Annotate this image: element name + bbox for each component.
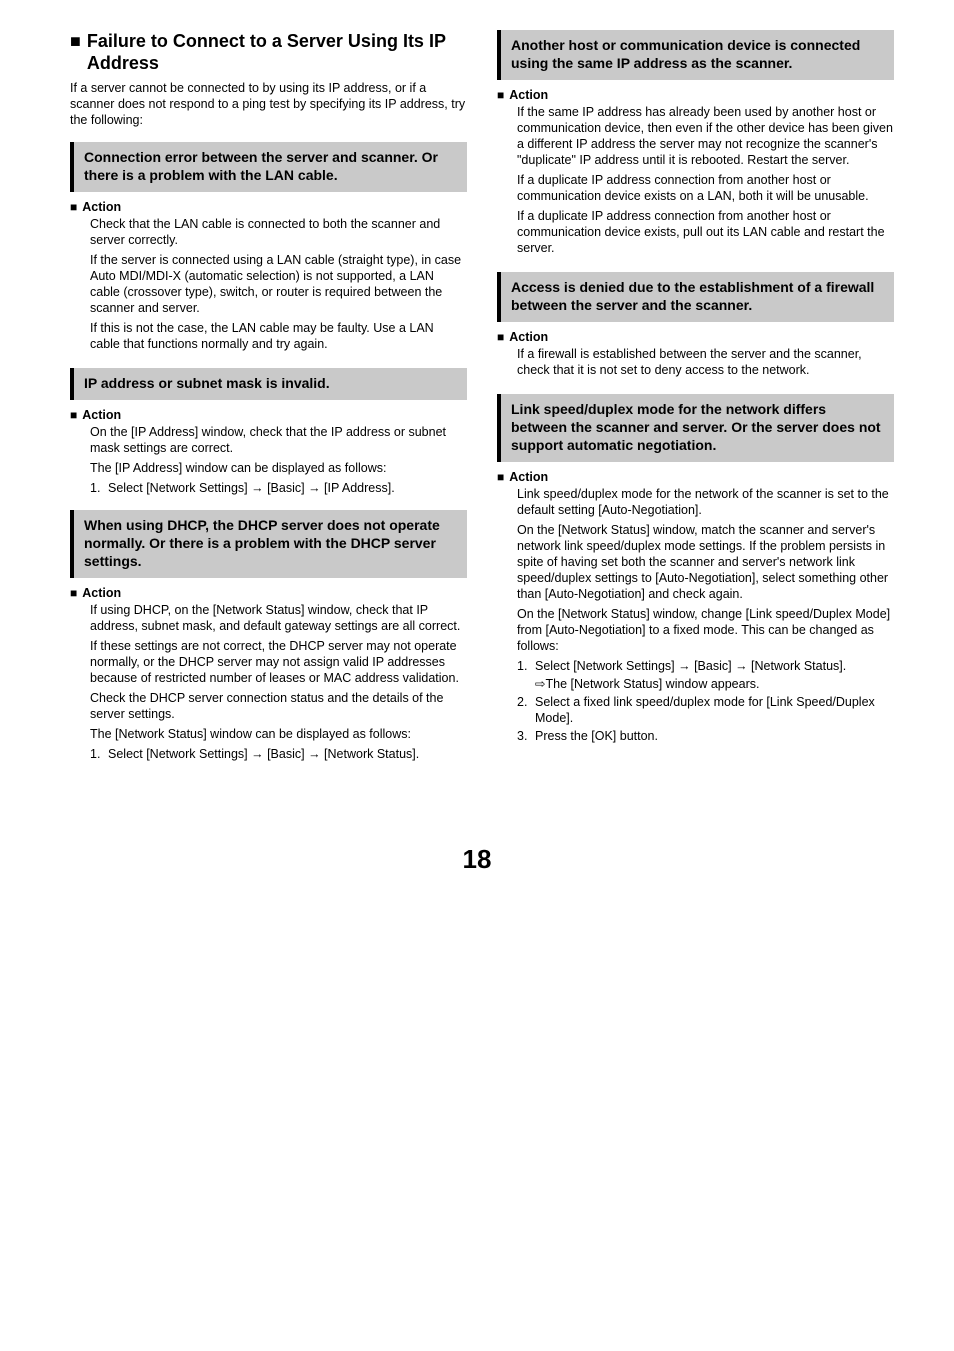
list-item: 1. Select [Network Settings] → [Basic] →… <box>90 746 467 762</box>
section-title: Link speed/duplex mode for the network d… <box>497 394 894 462</box>
paragraph: On the [IP Address] window, check that t… <box>90 424 467 456</box>
list-item: 2. Select a fixed link speed/duplex mode… <box>517 694 894 726</box>
square-bullet-icon: ■ <box>70 586 77 600</box>
action-heading: ■ Action <box>70 586 467 600</box>
action-label: Action <box>82 200 121 214</box>
sub-text: The [Network Status] window appears. <box>545 677 759 691</box>
paragraph: If a duplicate IP address connection fro… <box>517 172 894 204</box>
list-item: 3. Press the [OK] button. <box>517 728 894 744</box>
paragraph: The [IP Address] window can be displayed… <box>90 460 467 476</box>
list-number: 3. <box>517 728 535 744</box>
left-column: ■ Failure to Connect to a Server Using I… <box>70 30 467 764</box>
paragraph: If the server is connected using a LAN c… <box>90 252 467 316</box>
paragraph: Check the DHCP server connection status … <box>90 690 467 722</box>
action-label: Action <box>82 586 121 600</box>
section-title: Another host or communication device is … <box>497 30 894 80</box>
list-number: 1. <box>90 480 108 496</box>
paragraph: If this is not the case, the LAN cable m… <box>90 320 467 352</box>
arrow-right-icon: ⇨ <box>535 676 545 692</box>
paragraph: If the same IP address has already been … <box>517 104 894 168</box>
list-text: Select [Network Settings] → [Basic] → [I… <box>108 480 467 496</box>
paragraph: On the [Network Status] window, change [… <box>517 606 894 654</box>
page-number: 18 <box>0 844 954 875</box>
list-item: 1. Select [Network Settings] → [Basic] →… <box>517 658 894 674</box>
square-bullet-icon: ■ <box>70 200 77 214</box>
section-title: Access is denied due to the establishmen… <box>497 272 894 322</box>
paragraph: If a firewall is established between the… <box>517 346 894 378</box>
section-title: Connection error between the server and … <box>70 142 467 192</box>
list-sub-item: ⇨The [Network Status] window appears. <box>535 676 894 692</box>
action-heading: ■ Action <box>70 200 467 214</box>
list-text: Press the [OK] button. <box>535 728 894 744</box>
main-heading-row: ■ Failure to Connect to a Server Using I… <box>70 30 467 74</box>
paragraph: Link speed/duplex mode for the network o… <box>517 486 894 518</box>
list-number: 1. <box>517 658 535 674</box>
paragraph: If using DHCP, on the [Network Status] w… <box>90 602 467 634</box>
intro-paragraph: If a server cannot be connected to by us… <box>70 80 467 128</box>
list-text: Select a fixed link speed/duplex mode fo… <box>535 694 894 726</box>
paragraph: If a duplicate IP address connection fro… <box>517 208 894 256</box>
list-text: Select [Network Settings] → [Basic] → [N… <box>535 658 894 674</box>
list-number: 2. <box>517 694 535 726</box>
action-heading: ■ Action <box>497 330 894 344</box>
list-number: 1. <box>90 746 108 762</box>
list-item: 1. Select [Network Settings] → [Basic] →… <box>90 480 467 496</box>
paragraph: The [Network Status] window can be displ… <box>90 726 467 742</box>
action-label: Action <box>509 470 548 484</box>
action-heading: ■ Action <box>497 470 894 484</box>
paragraph: Check that the LAN cable is connected to… <box>90 216 467 248</box>
square-bullet-icon: ■ <box>497 88 504 102</box>
section-title: When using DHCP, the DHCP server does no… <box>70 510 467 578</box>
square-bullet-icon: ■ <box>497 470 504 484</box>
main-heading: Failure to Connect to a Server Using Its… <box>87 30 467 74</box>
action-heading: ■ Action <box>497 88 894 102</box>
list-text: Select [Network Settings] → [Basic] → [N… <box>108 746 467 762</box>
paragraph: On the [Network Status] window, match th… <box>517 522 894 602</box>
paragraph: If these settings are not correct, the D… <box>90 638 467 686</box>
action-heading: ■ Action <box>70 408 467 422</box>
square-bullet-icon: ■ <box>497 330 504 344</box>
action-label: Action <box>509 330 548 344</box>
square-bullet-icon: ■ <box>70 408 77 422</box>
action-label: Action <box>82 408 121 422</box>
action-label: Action <box>509 88 548 102</box>
square-bullet-icon: ■ <box>70 30 81 52</box>
section-title: IP address or subnet mask is invalid. <box>70 368 467 400</box>
right-column: Another host or communication device is … <box>497 30 894 764</box>
